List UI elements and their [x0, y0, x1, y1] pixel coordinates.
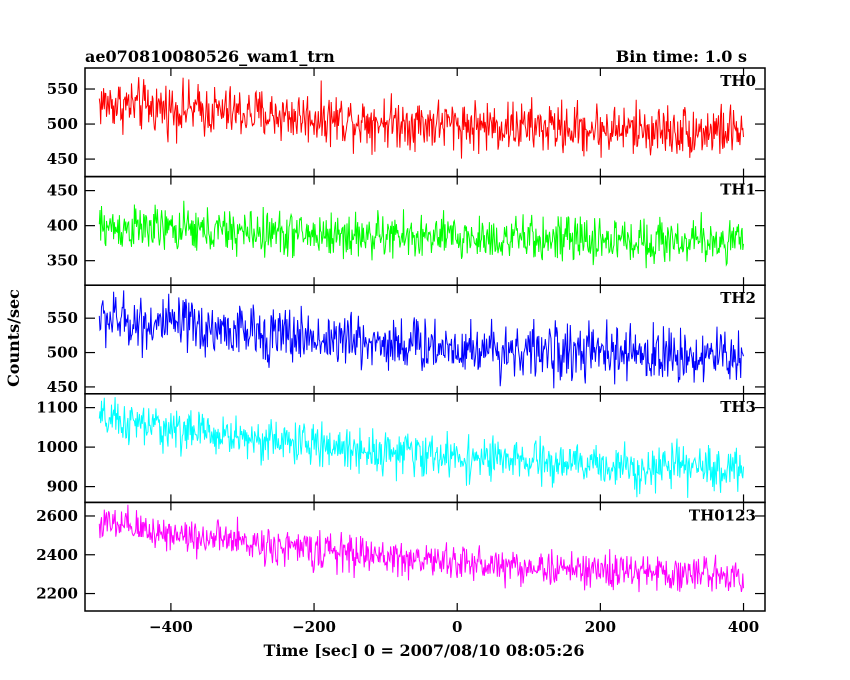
y-tick-label: 450 [47, 150, 78, 168]
panel-th0: 450 500 550 TH0 [47, 67, 766, 178]
panel-th2: 450 500 550 TH2 [47, 284, 766, 396]
chart-title: ae070810080526_wam1_trn [85, 47, 335, 66]
x-tick-label: −400 [149, 618, 193, 636]
y-tick-label: 2400 [36, 546, 78, 564]
series-line-th0123 [98, 504, 744, 593]
y-tick-label: 1000 [36, 438, 78, 456]
y-tick-label: 350 [47, 252, 78, 270]
panel-th1: 350 400 450 TH1 [47, 175, 766, 286]
series-label-th0: TH0 [720, 72, 756, 90]
bin-time-label: Bin time: 1.0 s [616, 47, 747, 66]
x-tick-label: −200 [292, 618, 336, 636]
y-tick-label: 400 [47, 217, 78, 235]
series-line-th1 [98, 200, 744, 269]
y-tick-label: 2600 [36, 507, 78, 525]
series-label-th0123: TH0123 [689, 506, 756, 524]
panel-frame [84, 501, 766, 612]
panel-th0123: 2200 2400 2600 TH0123 [36, 501, 766, 612]
series-label-th3: TH3 [720, 398, 756, 416]
series-label-th1: TH1 [720, 181, 756, 199]
y-tick-label: 500 [47, 115, 78, 133]
series-line-th0 [98, 77, 744, 159]
x-tick-label: 400 [728, 618, 759, 636]
y-axis-label: Counts/sec [4, 289, 23, 387]
x-axis-label: Time [sec] 0 = 2007/08/10 08:05:26 [264, 641, 585, 660]
y-tick-label: 2200 [36, 585, 78, 603]
panels: 450 500 550 TH0 350 400 450 TH1 450 500 550 TH2 900 1… [36, 67, 766, 636]
y-tick-label: 550 [47, 309, 78, 327]
y-tick-label: 900 [47, 478, 78, 496]
y-tick-label: 500 [47, 344, 78, 362]
x-tick-label: 0 [452, 618, 462, 636]
series-label-th2: TH2 [720, 289, 756, 307]
panel-th3: 900 1000 1100 TH3 [36, 393, 766, 504]
y-tick-label: 550 [47, 80, 78, 98]
x-tick-label: 200 [585, 618, 616, 636]
panel-frame [84, 175, 766, 286]
y-tick-label: 450 [47, 182, 78, 200]
y-tick-label: 1100 [36, 399, 78, 417]
y-tick-label: 450 [47, 378, 78, 396]
series-line-th3 [98, 397, 744, 498]
series-line-th2 [98, 290, 744, 389]
